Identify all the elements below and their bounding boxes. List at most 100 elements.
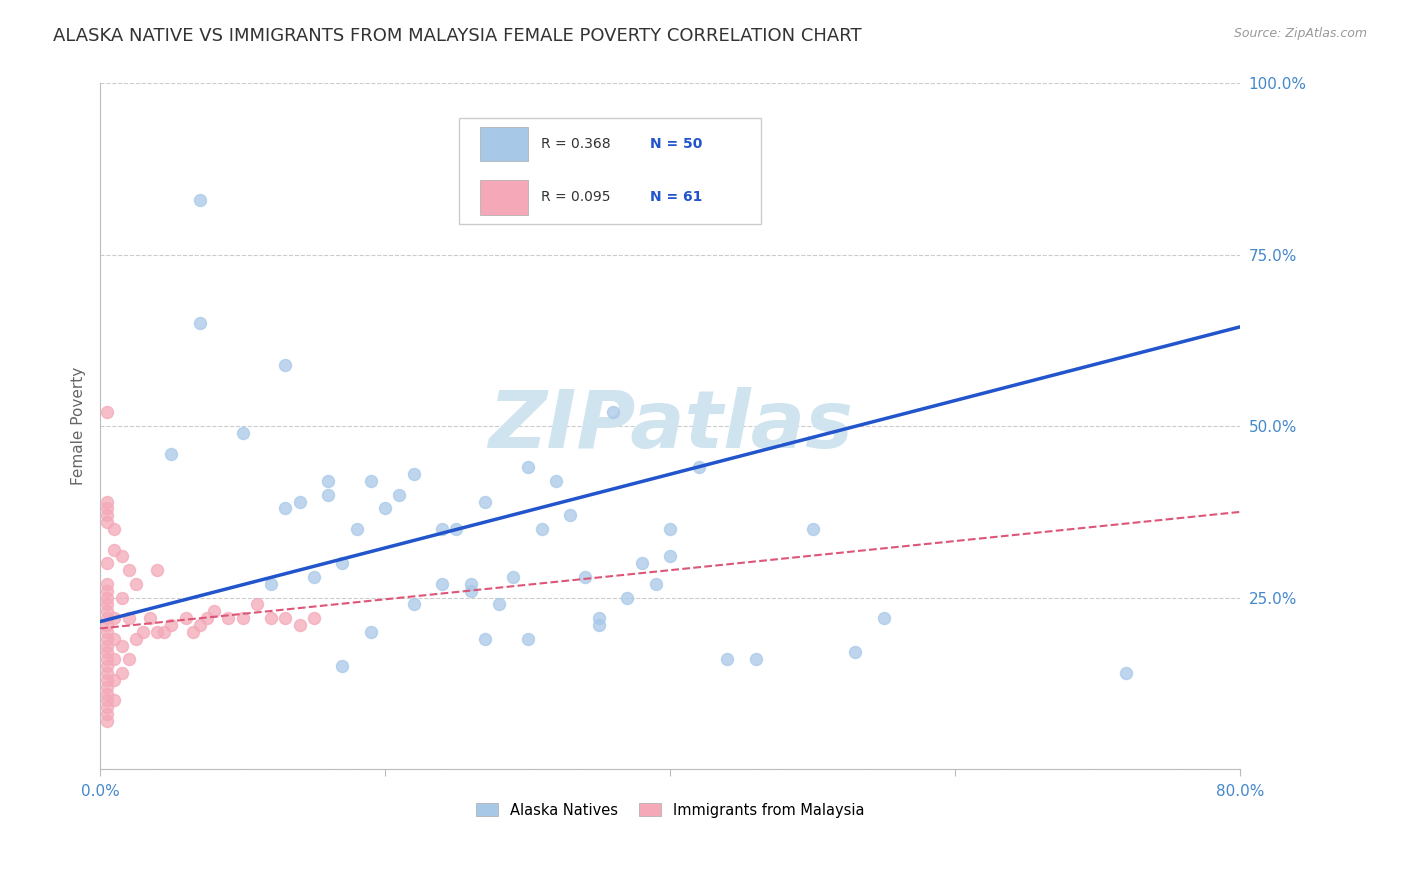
Point — [232, 425, 254, 440]
Point — [873, 611, 896, 625]
Point — [96, 707, 118, 722]
Point — [103, 522, 125, 536]
Point — [1115, 665, 1137, 680]
Point — [588, 618, 610, 632]
Point — [160, 618, 183, 632]
Point — [274, 358, 297, 372]
Legend: Alaska Natives, Immigrants from Malaysia: Alaska Natives, Immigrants from Malaysia — [470, 797, 870, 823]
Text: ZIPatlas: ZIPatlas — [488, 387, 852, 466]
Point — [316, 474, 339, 488]
Text: N = 50: N = 50 — [650, 137, 702, 152]
Point — [96, 598, 118, 612]
Point — [96, 604, 118, 618]
Point — [96, 624, 118, 639]
Point — [374, 501, 396, 516]
Point — [139, 611, 162, 625]
Point — [181, 624, 204, 639]
Point — [103, 632, 125, 646]
Text: R = 0.368: R = 0.368 — [541, 137, 612, 152]
Point — [96, 618, 118, 632]
FancyBboxPatch shape — [479, 128, 527, 161]
Point — [346, 522, 368, 536]
Point — [188, 193, 211, 207]
Point — [96, 494, 118, 508]
Point — [546, 474, 568, 488]
Point — [446, 522, 468, 536]
Point — [402, 467, 425, 482]
Point — [246, 598, 269, 612]
Point — [474, 494, 496, 508]
Point — [716, 652, 738, 666]
Point — [516, 632, 538, 646]
Point — [96, 665, 118, 680]
Text: Source: ZipAtlas.com: Source: ZipAtlas.com — [1233, 27, 1367, 40]
Point — [96, 611, 118, 625]
Point — [96, 405, 118, 419]
Point — [588, 611, 610, 625]
Point — [96, 515, 118, 529]
Point — [302, 570, 325, 584]
Point — [195, 611, 218, 625]
Point — [146, 563, 169, 577]
Point — [96, 680, 118, 694]
Point — [217, 611, 239, 625]
Point — [274, 611, 297, 625]
Point — [132, 624, 155, 639]
Point — [103, 611, 125, 625]
Point — [460, 583, 482, 598]
Point — [402, 598, 425, 612]
Point — [844, 645, 866, 659]
Point — [96, 557, 118, 571]
Point — [288, 618, 311, 632]
Point — [117, 611, 139, 625]
Point — [430, 577, 453, 591]
Y-axis label: Female Poverty: Female Poverty — [72, 368, 86, 485]
Point — [274, 501, 297, 516]
Point — [801, 522, 824, 536]
Point — [332, 659, 354, 673]
Point — [96, 714, 118, 728]
Point — [160, 447, 183, 461]
Point — [202, 604, 225, 618]
Point — [110, 665, 132, 680]
Point — [530, 522, 553, 536]
Point — [110, 549, 132, 564]
Point — [188, 317, 211, 331]
Point — [602, 405, 624, 419]
Point — [125, 577, 148, 591]
Point — [96, 700, 118, 714]
Point — [96, 659, 118, 673]
Point — [360, 624, 382, 639]
Point — [96, 632, 118, 646]
Point — [430, 522, 453, 536]
Point — [96, 645, 118, 659]
Point — [645, 577, 668, 591]
Point — [188, 618, 211, 632]
Text: R = 0.095: R = 0.095 — [541, 190, 610, 204]
Point — [96, 693, 118, 707]
Point — [96, 501, 118, 516]
Point — [125, 632, 148, 646]
Point — [174, 611, 197, 625]
Point — [96, 673, 118, 687]
Point — [96, 508, 118, 523]
Point — [110, 591, 132, 605]
Point — [103, 652, 125, 666]
Point — [316, 488, 339, 502]
Point — [288, 494, 311, 508]
Point — [103, 693, 125, 707]
Point — [302, 611, 325, 625]
Point — [332, 557, 354, 571]
Point — [117, 563, 139, 577]
Point — [146, 624, 169, 639]
Point — [560, 508, 582, 523]
Point — [745, 652, 768, 666]
Point — [388, 488, 411, 502]
Text: ALASKA NATIVE VS IMMIGRANTS FROM MALAYSIA FEMALE POVERTY CORRELATION CHART: ALASKA NATIVE VS IMMIGRANTS FROM MALAYSI… — [53, 27, 862, 45]
Point — [659, 522, 682, 536]
Point — [96, 652, 118, 666]
Point — [110, 639, 132, 653]
Point — [460, 577, 482, 591]
Point — [574, 570, 596, 584]
Point — [117, 652, 139, 666]
